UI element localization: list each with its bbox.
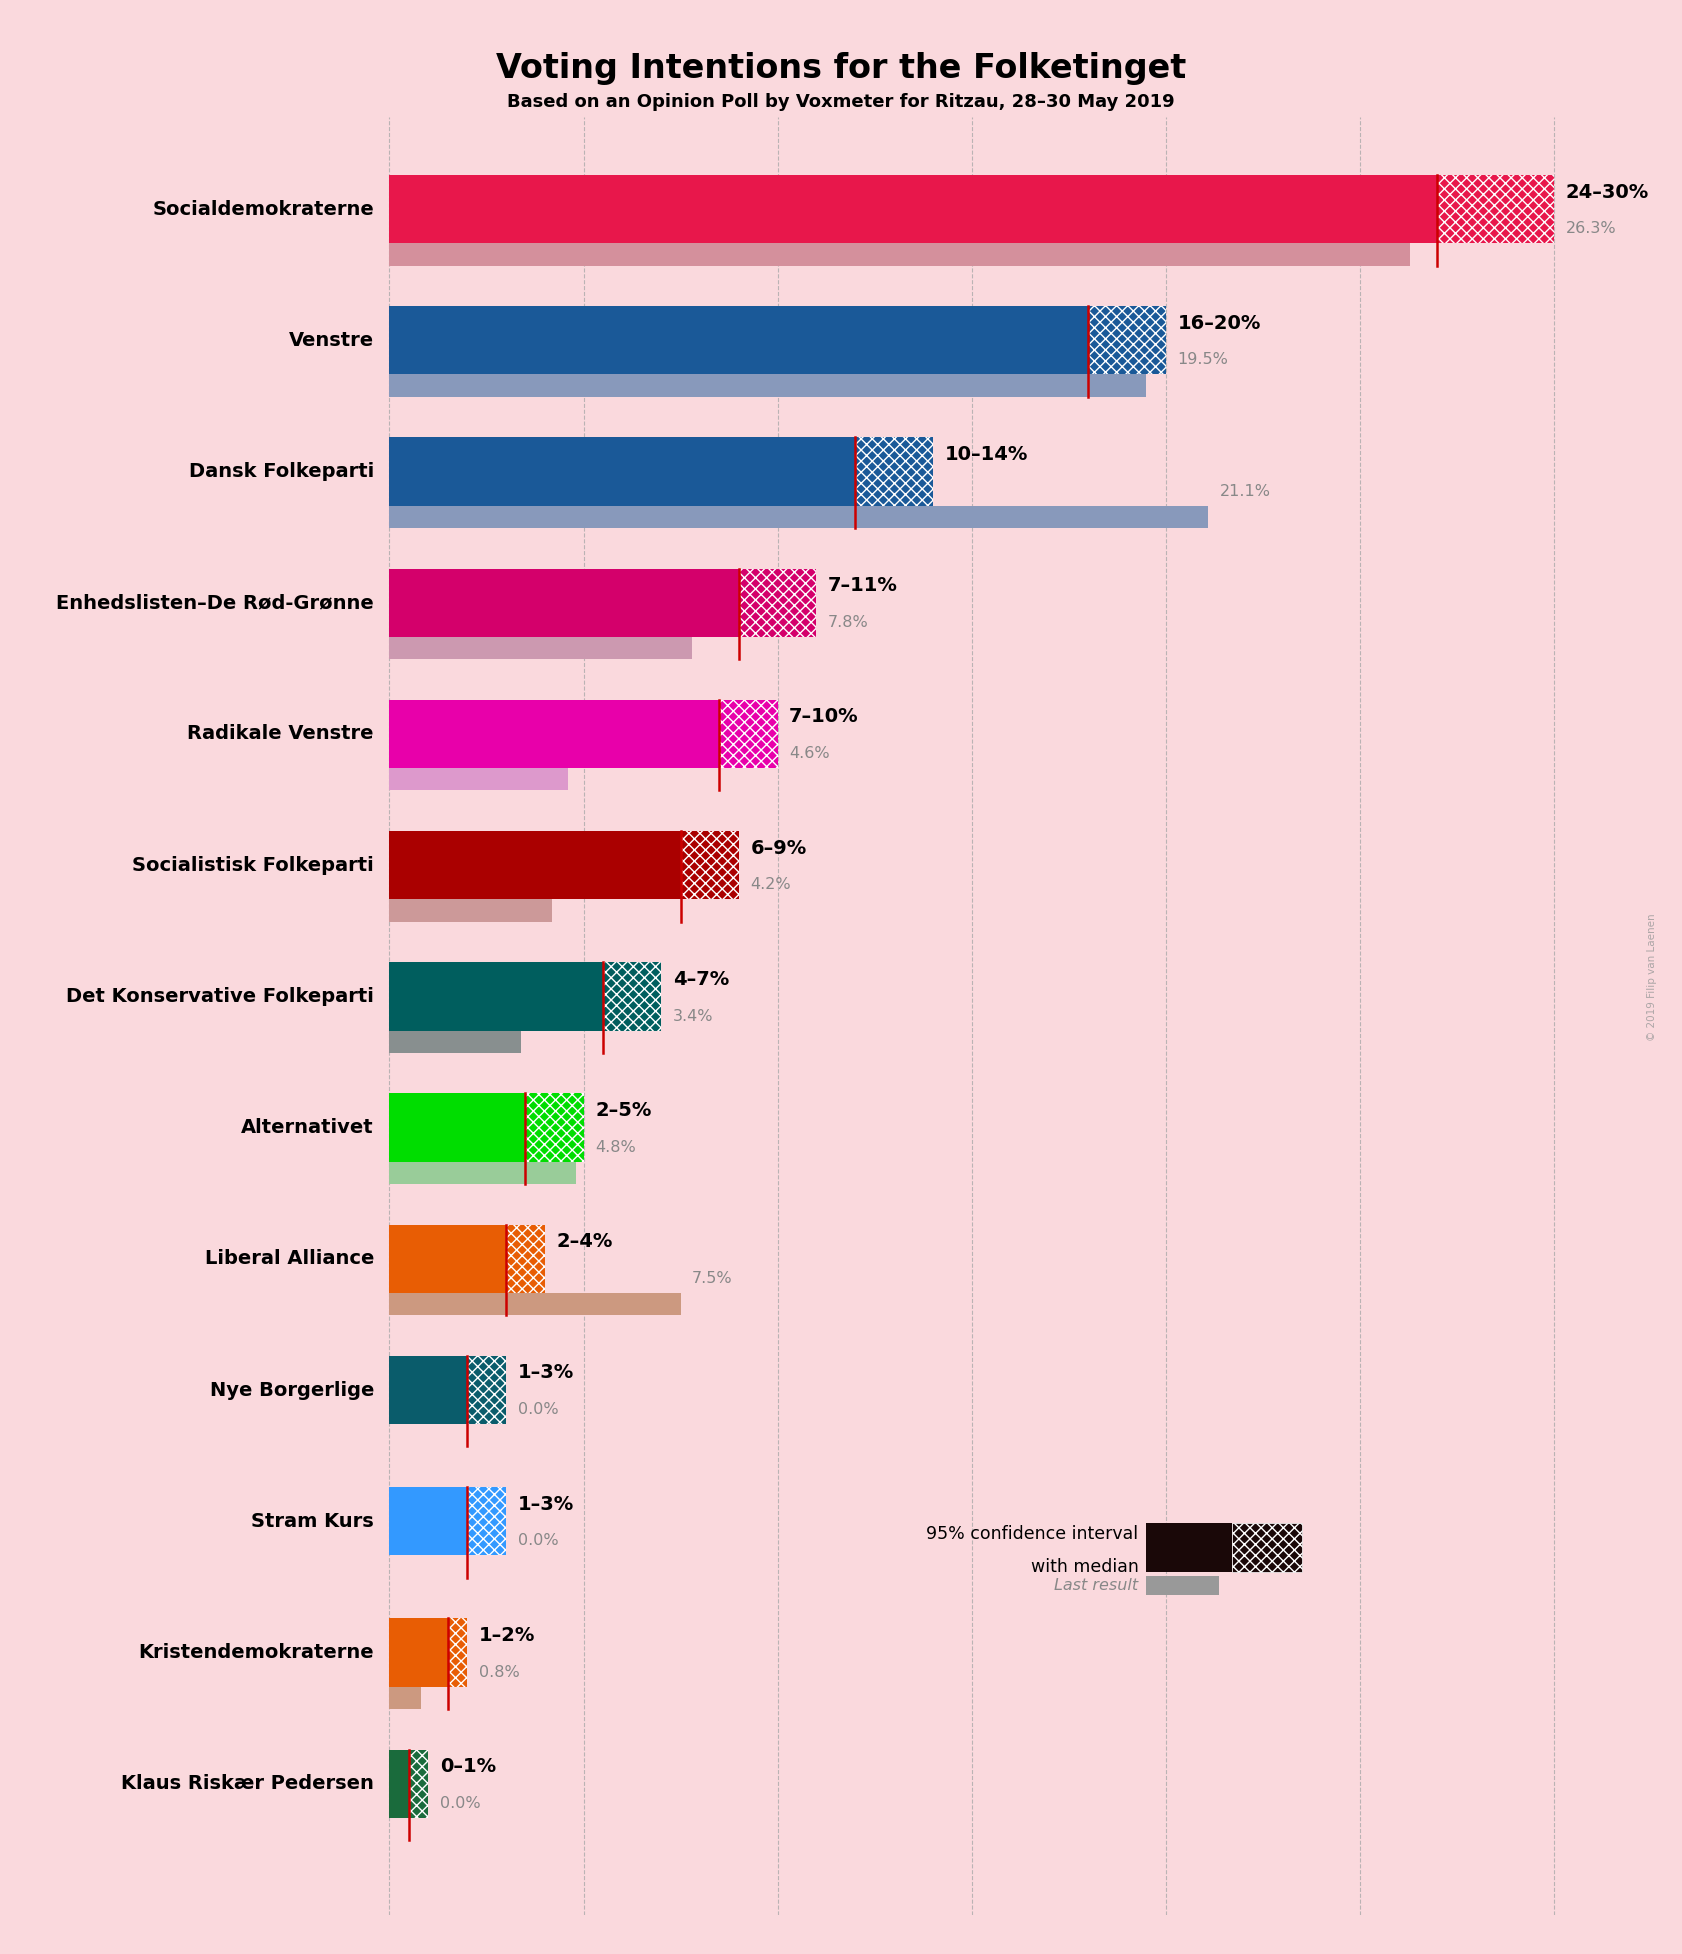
Text: Based on an Opinion Poll by Voxmeter for Ritzau, 28–30 May 2019: Based on an Opinion Poll by Voxmeter for…: [508, 92, 1174, 111]
Text: 2–5%: 2–5%: [595, 1100, 651, 1120]
Text: 3.4%: 3.4%: [673, 1008, 713, 1024]
Bar: [1147, 1577, 1219, 1594]
Text: 4.2%: 4.2%: [750, 877, 791, 893]
Text: Klaus Riskær Pedersen: Klaus Riskær Pedersen: [121, 1774, 373, 1794]
Bar: [390, 830, 681, 899]
Bar: [390, 1294, 681, 1315]
Text: Voting Intentions for the Folketinget: Voting Intentions for the Folketinget: [496, 53, 1186, 84]
Text: Alternativet: Alternativet: [241, 1118, 373, 1137]
Bar: [390, 700, 720, 768]
Bar: [602, 961, 661, 1030]
Text: 7–11%: 7–11%: [828, 576, 898, 596]
Text: 19.5%: 19.5%: [1177, 352, 1228, 367]
Text: Det Konservative Folkeparti: Det Konservative Folkeparti: [66, 987, 373, 1006]
Bar: [390, 242, 1410, 266]
Text: 7–10%: 7–10%: [789, 707, 860, 727]
Bar: [1438, 176, 1554, 242]
Text: 1–3%: 1–3%: [518, 1495, 574, 1514]
Bar: [390, 1686, 420, 1710]
Text: 21.1%: 21.1%: [1219, 485, 1272, 498]
Text: 7.5%: 7.5%: [693, 1270, 733, 1286]
Text: 95% confidence interval: 95% confidence interval: [927, 1526, 1139, 1544]
Text: 6–9%: 6–9%: [750, 838, 807, 858]
Bar: [390, 176, 1438, 242]
Text: 1–2%: 1–2%: [479, 1626, 535, 1645]
Bar: [390, 506, 1208, 528]
Bar: [854, 438, 934, 506]
Bar: [390, 899, 552, 922]
Text: 26.3%: 26.3%: [1566, 221, 1616, 236]
Text: Venstre: Venstre: [289, 330, 373, 350]
Text: 0.8%: 0.8%: [479, 1665, 520, 1680]
Bar: [390, 375, 1147, 397]
Text: © 2019 Filip van Laenen: © 2019 Filip van Laenen: [1647, 913, 1657, 1041]
Text: 7.8%: 7.8%: [828, 616, 870, 629]
Bar: [390, 768, 569, 789]
Text: 10–14%: 10–14%: [945, 446, 1028, 463]
Text: 0–1%: 0–1%: [441, 1757, 496, 1776]
Bar: [468, 1356, 506, 1424]
Bar: [390, 1030, 521, 1053]
Text: 0.0%: 0.0%: [441, 1796, 481, 1811]
Text: Nye Borgerlige: Nye Borgerlige: [210, 1381, 373, 1399]
Bar: [525, 1094, 584, 1163]
Bar: [409, 1749, 429, 1817]
Text: Dansk Folkeparti: Dansk Folkeparti: [188, 461, 373, 481]
Bar: [390, 1225, 506, 1294]
Bar: [390, 637, 693, 658]
Text: 4.8%: 4.8%: [595, 1139, 636, 1155]
Bar: [1088, 307, 1166, 375]
Text: Last result: Last result: [1055, 1579, 1139, 1593]
Bar: [506, 1225, 545, 1294]
Text: Radikale Venstre: Radikale Venstre: [187, 725, 373, 743]
Bar: [390, 1487, 468, 1555]
Text: 24–30%: 24–30%: [1566, 182, 1648, 201]
Bar: [468, 1487, 506, 1555]
Text: Socialdemokraterne: Socialdemokraterne: [151, 199, 373, 219]
Bar: [447, 1618, 468, 1686]
Text: with median: with median: [1031, 1557, 1139, 1577]
Bar: [1147, 1522, 1231, 1573]
Text: 0.0%: 0.0%: [518, 1403, 558, 1417]
Bar: [738, 569, 816, 637]
Text: Stram Kurs: Stram Kurs: [251, 1512, 373, 1530]
Bar: [390, 961, 602, 1030]
Text: 1–3%: 1–3%: [518, 1364, 574, 1383]
Text: 16–20%: 16–20%: [1177, 315, 1262, 332]
Bar: [390, 1356, 468, 1424]
Bar: [390, 1618, 447, 1686]
Text: 0.0%: 0.0%: [518, 1534, 558, 1548]
Bar: [390, 307, 1088, 375]
Bar: [390, 569, 738, 637]
Bar: [720, 700, 777, 768]
Text: 4–7%: 4–7%: [673, 969, 728, 989]
Text: 2–4%: 2–4%: [557, 1233, 612, 1251]
Text: 4.6%: 4.6%: [789, 746, 829, 762]
Text: Enhedslisten–De Rød-Grønne: Enhedslisten–De Rød-Grønne: [56, 594, 373, 612]
Bar: [390, 1163, 575, 1184]
Bar: [390, 1749, 409, 1817]
Text: Liberal Alliance: Liberal Alliance: [205, 1249, 373, 1268]
Bar: [390, 1094, 525, 1163]
Bar: [390, 438, 854, 506]
Bar: [1231, 1522, 1302, 1573]
Text: Kristendemokraterne: Kristendemokraterne: [138, 1643, 373, 1663]
Text: Socialistisk Folkeparti: Socialistisk Folkeparti: [133, 856, 373, 875]
Bar: [681, 830, 738, 899]
